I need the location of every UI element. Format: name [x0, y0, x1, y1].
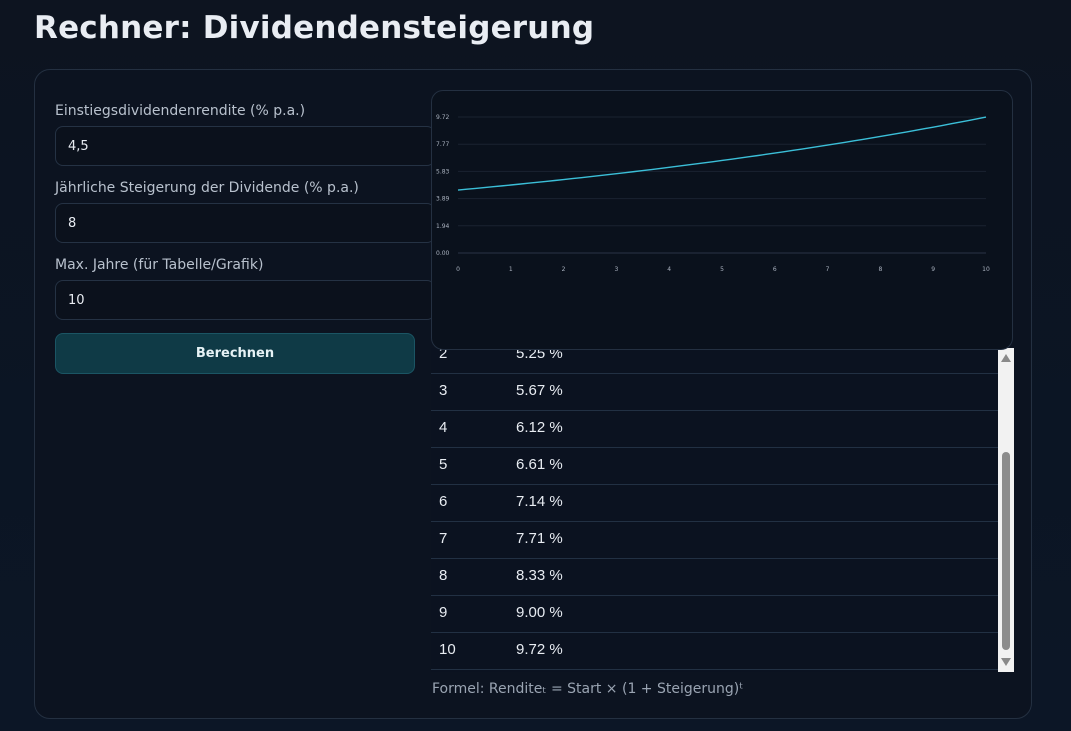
year-cell: 4 — [439, 419, 448, 436]
year-cell: 7 — [439, 530, 448, 547]
yield-cell: 7.71 % — [516, 530, 563, 547]
table-row: 3 5.67 % — [431, 373, 998, 411]
x-tick-label: 7 — [826, 266, 830, 273]
table-row: 7 7.71 % — [431, 521, 998, 559]
x-tick-label: 5 — [720, 266, 724, 273]
table-row: 6 7.14 % — [431, 484, 998, 522]
x-tick-label: 0 — [456, 266, 460, 273]
start-yield-input[interactable] — [55, 126, 435, 166]
yield-cell: 5.67 % — [516, 382, 563, 399]
max-years-input[interactable] — [55, 280, 435, 320]
year-cell: 6 — [439, 493, 448, 510]
yield-cell: 9.00 % — [516, 604, 563, 621]
scroll-down-arrow-icon[interactable] — [1001, 658, 1011, 666]
scroll-up-arrow-icon[interactable] — [1001, 354, 1011, 362]
x-tick-label: 2 — [562, 266, 566, 273]
table-row: 2 5.25 % — [431, 348, 998, 374]
page-title: Rechner: Dividendensteigerung — [34, 10, 595, 46]
x-tick-label: 1 — [509, 266, 513, 273]
growth-input[interactable] — [55, 203, 435, 243]
series-line — [457, 116, 987, 191]
table-row: 10 9.72 % — [431, 632, 998, 670]
yield-cell: 9.72 % — [516, 641, 563, 658]
calculator-card: Einstiegsdividendenrendite (% p.a.) Jähr… — [34, 69, 1032, 719]
year-cell: 10 — [439, 641, 456, 658]
x-tick-label: 10 — [982, 266, 990, 273]
y-tick-label: 3.89 — [436, 196, 450, 203]
x-tick-label: 6 — [773, 266, 777, 273]
yield-cell: 6.12 % — [516, 419, 563, 436]
calculate-button[interactable]: Berechnen — [55, 333, 415, 374]
yield-cell: 5.25 % — [516, 348, 563, 362]
table-row: 9 9.00 % — [431, 595, 998, 633]
x-tick-label: 3 — [614, 266, 618, 273]
y-tick-label: 1.94 — [436, 223, 450, 230]
chart-panel: 0.00 1.94 3.89 5.83 7.77 9.72 0 1 2 3 4 5 6 7 8 9 10 — [431, 90, 1013, 350]
results-table[interactable]: 2 5.25 % 3 5.67 % 4 6.12 % 5 6.61 % 6 7.14 % 7 7.71… — [431, 348, 1014, 672]
scrollbar-thumb[interactable] — [1002, 452, 1010, 650]
y-tick-label: 7.77 — [436, 141, 450, 148]
y-tick-label: 0.00 — [436, 250, 450, 257]
table-row: 5 6.61 % — [431, 447, 998, 485]
year-cell: 9 — [439, 604, 448, 621]
table-row: 4 6.12 % — [431, 410, 998, 448]
yield-cell: 7.14 % — [516, 493, 563, 510]
x-tick-label: 9 — [931, 266, 935, 273]
year-cell: 3 — [439, 382, 448, 399]
yield-cell: 8.33 % — [516, 567, 563, 584]
y-tick-label: 5.83 — [436, 168, 450, 175]
growth-label: Jährliche Steigerung der Dividende (% p.… — [55, 180, 359, 196]
max-years-label: Max. Jahre (für Tabelle/Grafik) — [55, 257, 264, 273]
y-tick-label: 9.72 — [436, 114, 450, 121]
year-cell: 5 — [439, 456, 448, 473]
table-scrollbar[interactable] — [998, 348, 1014, 672]
formula-text: Formel: Renditeₜ = Start × (1 + Steigeru… — [432, 681, 744, 697]
year-cell: 2 — [439, 348, 448, 362]
start-yield-label: Einstiegsdividendenrendite (% p.a.) — [55, 103, 306, 119]
x-tick-label: 8 — [878, 266, 882, 273]
yield-chart: 0.00 1.94 3.89 5.83 7.77 9.72 0 1 2 3 4 5 6 7 8 9 10 — [436, 114, 990, 273]
year-cell: 8 — [439, 567, 448, 584]
x-tick-label: 4 — [667, 266, 671, 273]
yield-cell: 6.61 % — [516, 456, 563, 473]
table-row: 8 8.33 % — [431, 558, 998, 596]
